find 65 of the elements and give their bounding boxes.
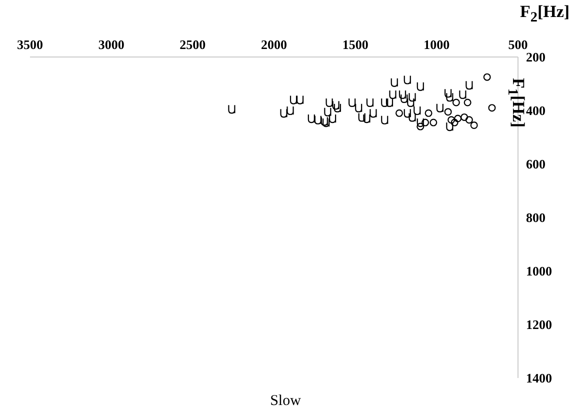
- point: [332, 100, 340, 110]
- y-tick-label: 1200: [526, 317, 552, 332]
- point: [464, 98, 472, 106]
- point: [450, 118, 458, 126]
- point: [446, 92, 454, 102]
- x-tick-label: 2000: [261, 37, 287, 52]
- point: [460, 113, 468, 121]
- point: [470, 121, 478, 129]
- point: [436, 103, 444, 112]
- point: [320, 116, 328, 126]
- point: [286, 106, 294, 116]
- point: [334, 103, 341, 112]
- point: [448, 116, 456, 124]
- point: [390, 78, 398, 87]
- point: [408, 92, 416, 102]
- x-tick-label: 2500: [180, 37, 206, 52]
- point: [381, 98, 388, 108]
- point: [483, 73, 491, 81]
- point: [454, 114, 462, 122]
- point: [416, 118, 424, 128]
- y-tick-label: 200: [526, 50, 546, 65]
- point: [280, 108, 288, 118]
- point: [370, 108, 377, 118]
- point: [452, 98, 460, 106]
- x-axis-title: F$_{2}$[Hz]: [520, 2, 570, 26]
- point: [404, 75, 411, 84]
- y-tick-label: 1400: [526, 370, 552, 386]
- point: [416, 122, 424, 130]
- y-tick-label: 600: [526, 156, 546, 172]
- y-tick-label: 400: [526, 103, 546, 118]
- text: Slow: [269, 393, 302, 410]
- point: [466, 80, 473, 90]
- point: [422, 118, 430, 126]
- point: [314, 115, 322, 124]
- point: [444, 88, 452, 98]
- point: [416, 82, 424, 91]
- point: [424, 109, 432, 117]
- point: [326, 98, 333, 108]
- x-tick-label: 3500: [17, 37, 43, 52]
- x-tick-label: 3000: [98, 37, 124, 52]
- point: [404, 108, 411, 118]
- x-tick-label: 1000: [424, 37, 450, 52]
- point: [488, 104, 496, 112]
- point: [296, 95, 304, 104]
- point: [363, 114, 370, 124]
- point: [408, 112, 416, 122]
- point: [290, 95, 298, 104]
- point: [381, 115, 388, 124]
- point: [430, 118, 438, 126]
- point: [459, 90, 466, 99]
- point: [465, 116, 473, 124]
- x-tick-label: 500: [508, 37, 528, 52]
- point: [444, 108, 452, 116]
- point: [400, 94, 408, 104]
- point: [228, 104, 236, 114]
- x-tick-label: 1500: [342, 37, 368, 52]
- point: [386, 98, 394, 108]
- point: [308, 114, 315, 124]
- point: [396, 109, 404, 117]
- point: [366, 98, 374, 108]
- point: [389, 90, 396, 99]
- point: [446, 122, 454, 132]
- point: [322, 118, 330, 128]
- y-tick-label: 1000: [526, 264, 552, 279]
- y-tick-label: 800: [526, 210, 546, 226]
